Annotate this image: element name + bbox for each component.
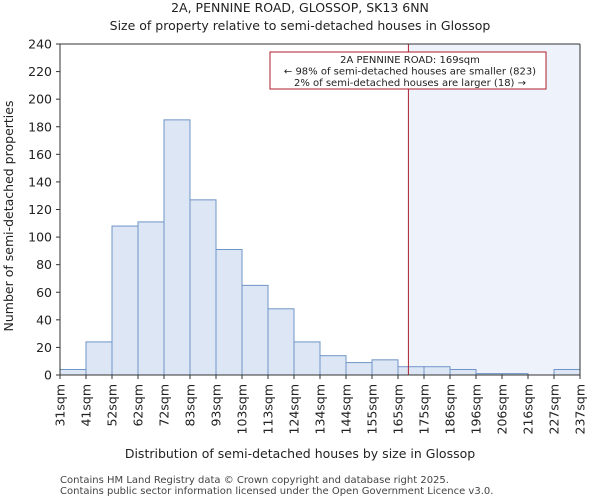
y-tick-label: 120 bbox=[28, 202, 52, 217]
bar bbox=[137, 221, 165, 376]
plot-area: 0 20 40 60 80 100 120 140 160 180 200 220 240 31sqm 41… bbox=[28, 37, 587, 435]
y-axis-label: Number of semi-detached properties bbox=[1, 101, 16, 332]
y-tick-label: 240 bbox=[28, 37, 52, 52]
x-tick-label: 72sqm bbox=[157, 384, 172, 427]
x-tick-label: 41sqm bbox=[79, 384, 94, 427]
bar bbox=[371, 359, 399, 376]
x-tick-label: 216sqm bbox=[521, 384, 536, 434]
y-tick-label: 0 bbox=[44, 368, 52, 383]
bar bbox=[293, 341, 321, 376]
y-tick-label: 80 bbox=[36, 257, 52, 272]
annotation-line: ← 98% of semi-detached houses are smalle… bbox=[284, 67, 536, 78]
y-tick-label: 220 bbox=[28, 64, 52, 79]
bar bbox=[241, 284, 269, 376]
chart-title-line-2: Size of property relative to semi-detach… bbox=[110, 18, 491, 33]
bar bbox=[553, 368, 581, 376]
x-tick-label: 227sqm bbox=[547, 384, 562, 434]
bar bbox=[423, 366, 451, 376]
bar bbox=[345, 362, 373, 376]
y-tick-label: 60 bbox=[36, 285, 52, 300]
y-tick-label: 40 bbox=[36, 312, 52, 327]
x-tick-label: 62sqm bbox=[131, 384, 146, 427]
x-tick-label: 113sqm bbox=[261, 384, 276, 434]
footer-line-1: Contains HM Land Registry data © Crown c… bbox=[60, 475, 449, 486]
bar bbox=[111, 225, 139, 376]
bar bbox=[59, 368, 87, 376]
bar bbox=[215, 248, 243, 376]
y-tick-label: 180 bbox=[28, 119, 52, 134]
highlight-region bbox=[408, 44, 580, 375]
y-tick-label: 140 bbox=[28, 174, 52, 189]
bar bbox=[267, 308, 295, 376]
chart-title-line-1: 2A, PENNINE ROAD, GLOSSOP, SK13 6NN bbox=[171, 0, 429, 15]
x-axis-label: Distribution of semi-detached houses by … bbox=[125, 446, 475, 461]
annotation-line: 2A PENNINE ROAD: 169sqm bbox=[340, 55, 480, 66]
annotation-line: 2% of semi-detached houses are larger (1… bbox=[294, 78, 526, 89]
bar bbox=[449, 368, 477, 376]
x-tick-label: 134sqm bbox=[313, 384, 328, 434]
x-tick-label: 237sqm bbox=[573, 384, 588, 434]
x-tick-label: 155sqm bbox=[365, 384, 380, 434]
bar bbox=[189, 199, 217, 376]
bar bbox=[163, 119, 191, 376]
x-tick-label: 144sqm bbox=[339, 384, 354, 434]
x-tick-label: 83sqm bbox=[183, 384, 198, 427]
y-tick-label: 20 bbox=[36, 340, 52, 355]
y-tick-label: 100 bbox=[28, 230, 52, 245]
x-tick-label: 52sqm bbox=[105, 384, 120, 427]
annotation-box bbox=[269, 51, 547, 90]
y-tick-label: 160 bbox=[28, 147, 52, 162]
x-tick-label: 196sqm bbox=[469, 384, 484, 434]
x-tick-label: 186sqm bbox=[443, 384, 458, 434]
footer-line-2: Contains public sector information licen… bbox=[60, 486, 493, 497]
x-tick-label: 206sqm bbox=[495, 384, 510, 434]
x-tick-label: 31sqm bbox=[53, 384, 68, 427]
x-tick-label: 124sqm bbox=[287, 384, 302, 434]
y-tick-label: 200 bbox=[28, 92, 52, 107]
x-tick-label: 103sqm bbox=[235, 384, 250, 434]
x-tick-label: 93sqm bbox=[209, 384, 224, 427]
x-tick-label: 165sqm bbox=[391, 384, 406, 434]
x-tick-label: 175sqm bbox=[417, 384, 432, 434]
bar bbox=[85, 341, 113, 376]
bar bbox=[397, 366, 425, 376]
bar bbox=[319, 355, 347, 376]
